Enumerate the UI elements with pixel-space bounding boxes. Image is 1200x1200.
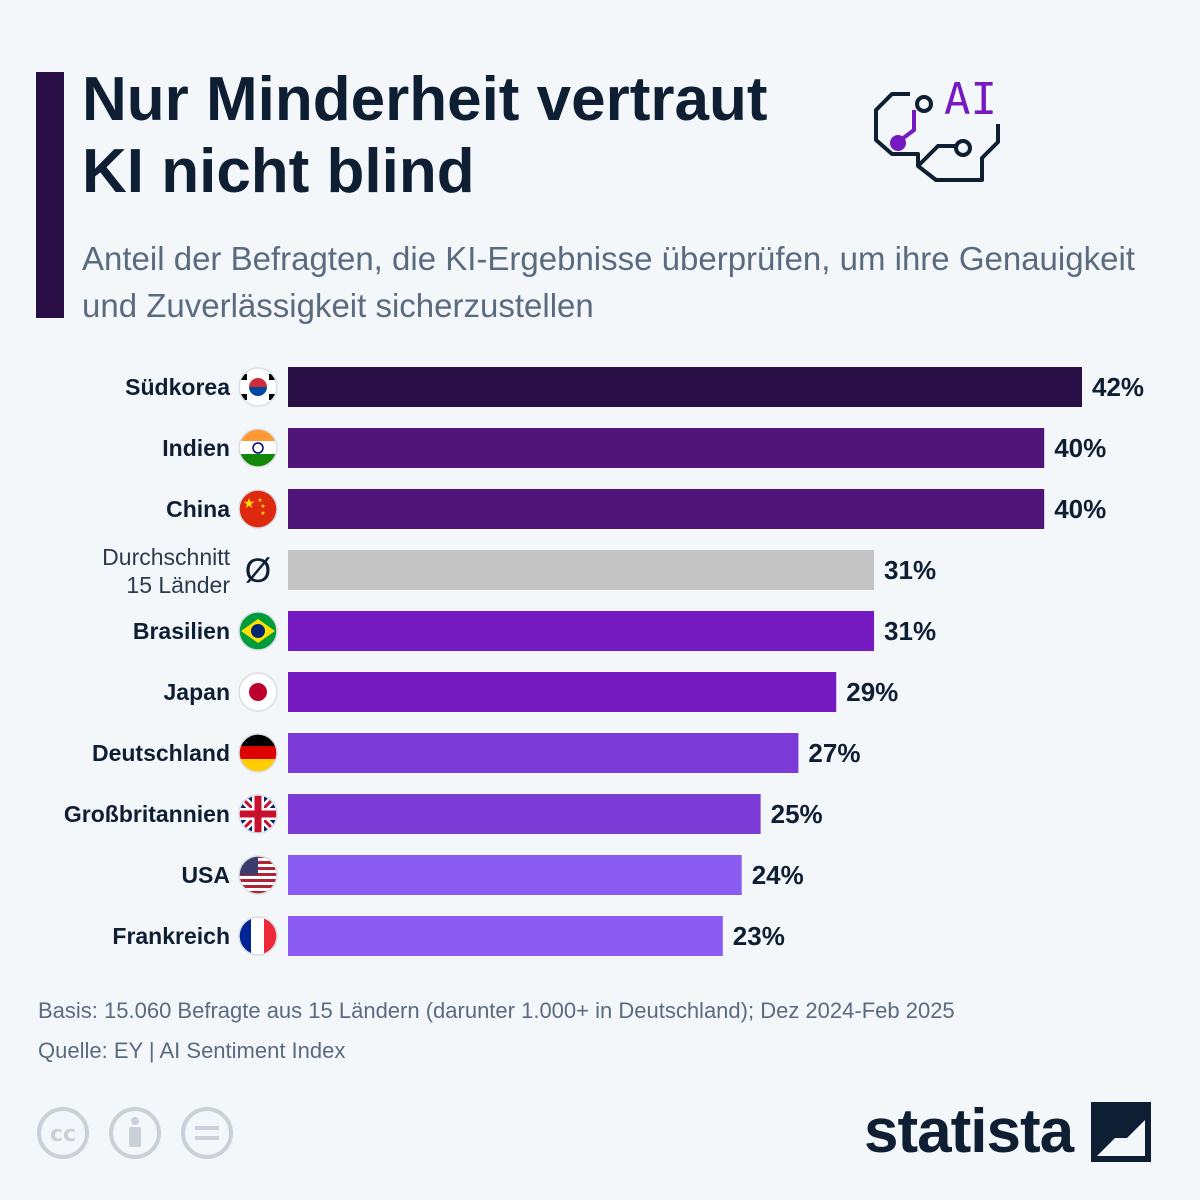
value-label: 29% [846,677,898,707]
svg-text:★: ★ [260,503,265,510]
chart-row: Durchschnitt 15 Länder Ø 31% [102,544,936,598]
chart-row: Indien 40% [162,428,1106,468]
flag-japan-icon [238,672,278,712]
cc-icon[interactable]: cc [37,1107,89,1159]
flag-germany-icon [238,733,278,773]
value-label: 25% [771,799,823,829]
value-label: 40% [1054,433,1106,463]
category-label: Indien [162,435,230,461]
chart-row: Brasilien 31% [133,611,936,651]
logo-text: statista [864,1097,1074,1166]
category-label: Deutschland [92,740,230,766]
bar [288,428,1045,468]
footer-source: Quelle: EY | AI Sentiment Index [38,1038,346,1063]
value-label: 27% [808,738,860,768]
ai-icon-label: AI [944,74,997,125]
license-icons: cc [37,1107,233,1159]
value-label: 42% [1092,372,1144,402]
bar [288,550,875,590]
bar [288,733,799,773]
bar [288,855,742,895]
flag-uk-icon [238,794,278,834]
category-label: China [166,496,230,522]
category-label: Brasilien [133,618,230,644]
chart-row: Deutschland 27% [92,733,860,773]
ai-chip-icon: AI [874,74,1000,182]
bar [288,794,761,834]
chart-title: Nur Minderheit vertraut KI nicht blind [82,65,768,206]
title-accent-bar [36,72,64,318]
category-label: Japan [164,679,230,705]
chart-row: Großbritannien 25% [64,794,823,834]
chart-row: Japan 29% [164,672,898,712]
svg-text:★: ★ [260,510,265,517]
chart-row: Südkorea 42% [125,367,1144,407]
statista-logo[interactable]: statista [864,1096,1152,1167]
flag-china-icon: ★ ★★★ [238,489,278,529]
value-label: 24% [752,860,804,890]
category-label: Frankreich [112,923,230,949]
bar-chart: Südkorea 42%Indien 40%China ★ ★★★ 40%Durchsch… [64,367,1144,956]
category-label: Südkorea [125,374,230,400]
by-icon[interactable] [109,1107,161,1159]
category-label: Großbritannien [64,801,230,827]
category-label: Durchschnitt 15 Länder [102,544,230,598]
bar [288,672,837,712]
bar [288,367,1082,407]
flag-india-icon [238,428,278,468]
category-label: USA [181,862,230,888]
nd-icon[interactable] [181,1107,233,1159]
svg-text:cc: cc [50,1122,76,1147]
value-label: 40% [1054,494,1106,524]
flag-south-korea-icon [238,367,278,407]
chart-row: USA 24% [181,855,804,895]
average-symbol: Ø [245,552,271,590]
bar [288,916,723,956]
svg-text:★: ★ [243,495,256,511]
bar [288,611,875,651]
chart-row: China ★ ★★★ 40% [166,489,1106,529]
flag-france-icon [238,916,278,956]
svg-text:★: ★ [257,497,262,504]
chart-subtitle: Anteil der Befragten, die KI-Ergebnisse … [82,240,1135,324]
flag-usa-icon [238,855,278,895]
bar [288,489,1045,529]
value-label: 31% [884,555,936,585]
footer-basis: Basis: 15.060 Befragte aus 15 Ländern (d… [38,998,955,1023]
value-label: 23% [733,921,785,951]
statista-logo-icon [1091,1101,1152,1162]
chart-row: Frankreich 23% [112,916,785,956]
flag-brazil-icon [238,611,278,651]
value-label: 31% [884,616,936,646]
